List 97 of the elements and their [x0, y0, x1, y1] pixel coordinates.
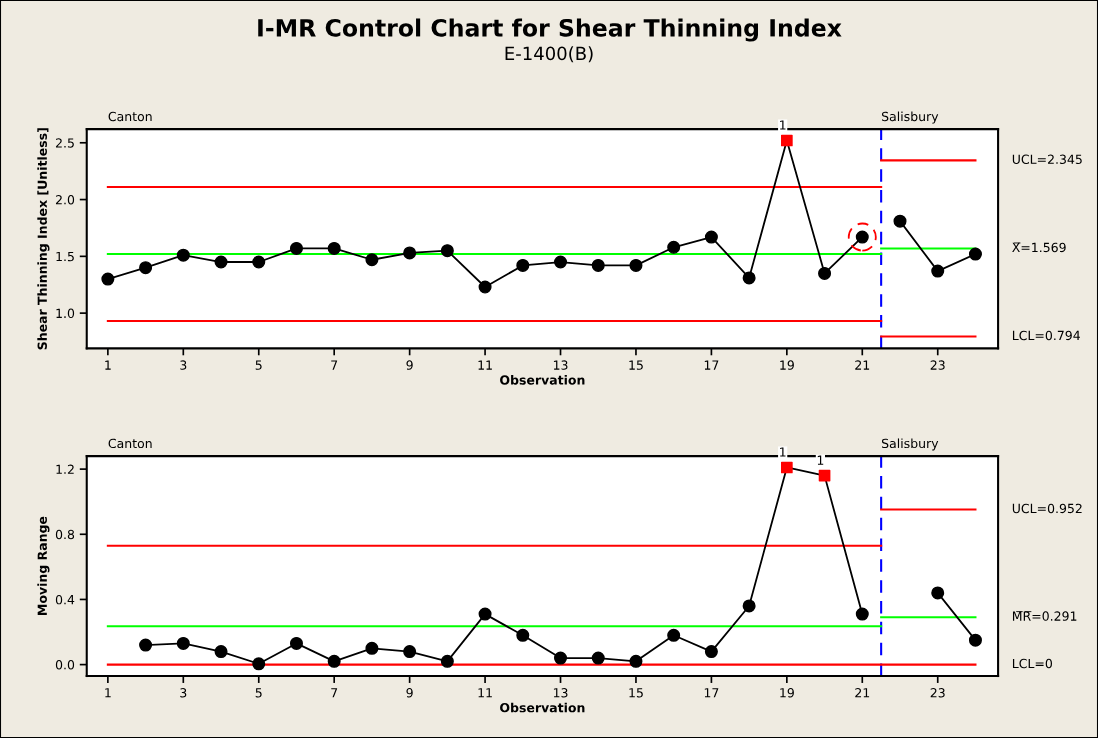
- x-tick-label: 5: [255, 360, 262, 370]
- text: LCL=0.794: [1012, 330, 1080, 341]
- point: [931, 586, 945, 600]
- text: M̅R̅=0.291: [1012, 611, 1077, 621]
- chart-subtitle: E-1400(B): [505, 46, 593, 63]
- y-tick-label: 1.2: [56, 464, 74, 474]
- x-tick-label: 3: [180, 688, 187, 698]
- point: [440, 654, 454, 668]
- point: [403, 645, 417, 659]
- text: Canton: [108, 111, 152, 122]
- x-tick-label: 17: [704, 360, 719, 370]
- point: [139, 638, 153, 652]
- y-tick-label: 1.5: [56, 251, 74, 262]
- x-tick-label: 11: [478, 688, 492, 698]
- text: Canton: [108, 438, 152, 449]
- x-tick-label: 11: [478, 360, 492, 370]
- point: [818, 469, 831, 482]
- text: UCL=0.952: [1012, 503, 1082, 514]
- point: [968, 247, 982, 261]
- point: [780, 461, 793, 474]
- point: [478, 607, 492, 621]
- x-tick-label: 5: [255, 688, 262, 698]
- point: [403, 246, 417, 260]
- x-tick-label: 15: [629, 688, 643, 698]
- x-tick-label: 1: [105, 360, 111, 370]
- point: [516, 628, 530, 642]
- point: [289, 636, 303, 650]
- point: [818, 266, 832, 280]
- x-tick-label: 17: [704, 688, 719, 698]
- point: [365, 253, 379, 267]
- point: [591, 651, 605, 665]
- point: [667, 628, 681, 642]
- y-tick-label: 0.0: [55, 660, 75, 670]
- point: [704, 645, 718, 659]
- x-tick-label: 21: [855, 688, 870, 698]
- point: [742, 271, 756, 285]
- point: [667, 240, 681, 254]
- x-tick-label: 3: [180, 360, 187, 370]
- point: [704, 230, 718, 244]
- point: [968, 633, 982, 647]
- x-tick-label: 1: [105, 688, 111, 698]
- point: [101, 272, 115, 286]
- text: Salisbury: [881, 111, 939, 124]
- point: [176, 248, 190, 262]
- point: [591, 258, 605, 272]
- point: [327, 654, 341, 668]
- y-tick-label: 0.8: [55, 529, 75, 540]
- point: [176, 636, 190, 650]
- y-tick-label: 1.0: [56, 308, 75, 319]
- x-tick-label: 7: [331, 360, 338, 370]
- point: [629, 654, 643, 668]
- point: [780, 134, 793, 147]
- point: [214, 255, 228, 269]
- point: [893, 214, 907, 228]
- x-axis-title: Observation: [500, 702, 585, 713]
- point: [478, 280, 492, 294]
- y-axis-title: Shear Thinning Index [Unitless]: [37, 128, 50, 350]
- point: [327, 241, 341, 255]
- x-tick-label: 7: [331, 688, 338, 698]
- point: [252, 657, 266, 671]
- annotation: 1: [780, 120, 786, 130]
- y-tick-label: 2.0: [55, 195, 75, 205]
- text: LCL=0: [1012, 658, 1053, 669]
- point: [554, 651, 568, 665]
- point: [855, 607, 869, 621]
- point: [365, 641, 379, 655]
- point: [252, 255, 266, 269]
- point: [742, 599, 756, 613]
- point: [847, 222, 877, 252]
- x-tick-label: 21: [855, 360, 870, 370]
- x-tick-label: 19: [780, 360, 794, 370]
- point: [931, 264, 945, 278]
- annotation: 1: [817, 455, 824, 465]
- point: [554, 255, 568, 269]
- x-tick-label: 23: [930, 688, 945, 698]
- x-axis-title: Observation: [500, 375, 585, 385]
- point: [214, 645, 228, 659]
- point: [289, 241, 303, 255]
- point: [516, 258, 530, 272]
- point: [139, 261, 153, 275]
- chart-title: I-MR Control Chart for Shear Thinning Index: [258, 18, 842, 42]
- text: Salisbury: [881, 438, 939, 451]
- point: [440, 244, 454, 258]
- y-axis-title: Moving Range: [37, 516, 50, 615]
- annotation: 1: [780, 447, 786, 457]
- x-tick-label: 15: [629, 360, 643, 370]
- point: [629, 258, 643, 272]
- y-tick-label: 2.5: [55, 138, 74, 148]
- x-tick-label: 9: [406, 688, 413, 698]
- x-tick-label: 9: [406, 360, 413, 370]
- x-tick-label: 13: [553, 360, 568, 370]
- x-tick-label: 23: [930, 360, 945, 370]
- x-tick-label: 19: [780, 688, 794, 698]
- text: UCL=2.345: [1012, 154, 1082, 165]
- y-tick-label: 0.4: [55, 594, 75, 605]
- x-tick-label: 13: [553, 688, 568, 698]
- text: X̅=1.569: [1012, 242, 1066, 253]
